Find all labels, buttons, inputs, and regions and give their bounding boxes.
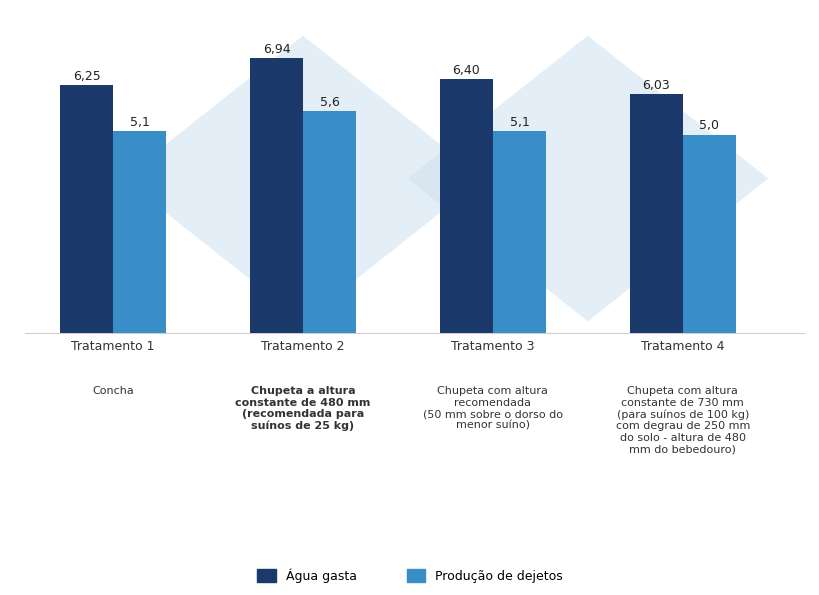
Text: Chupeta com altura
recomendada
(50 mm sobre o dorso do
menor suíno): Chupeta com altura recomendada (50 mm so… [423, 386, 562, 431]
Bar [60, 85, 113, 333]
Text: 5,6: 5,6 [319, 96, 339, 109]
Bar [682, 135, 735, 333]
Bar [113, 131, 166, 333]
Polygon shape [123, 36, 483, 321]
Polygon shape [407, 36, 767, 321]
Text: Concha: Concha [93, 386, 133, 396]
Text: 5,1: 5,1 [129, 115, 150, 129]
Bar [492, 131, 545, 333]
Text: 5,0: 5,0 [699, 120, 718, 133]
Text: 6,40: 6,40 [452, 64, 480, 77]
Text: Chupeta com altura
constante de 730 mm
(para suínos de 100 kg)
com degrau de 250: Chupeta com altura constante de 730 mm (… [615, 386, 749, 455]
Text: 6,03: 6,03 [641, 79, 669, 92]
Text: Chupeta a altura
constante de 480 mm
(recomendada para
suínos de 25 kg): Chupeta a altura constante de 480 mm (re… [235, 386, 370, 431]
Legend: Água gasta, Produção de dejetos: Água gasta, Produção de dejetos [256, 568, 563, 583]
Text: 5,1: 5,1 [509, 115, 529, 129]
Bar [250, 58, 303, 333]
Bar [629, 94, 682, 333]
Text: 6,25: 6,25 [73, 70, 101, 83]
Text: 6,94: 6,94 [262, 42, 290, 55]
Bar [303, 111, 355, 333]
Bar [439, 79, 492, 333]
